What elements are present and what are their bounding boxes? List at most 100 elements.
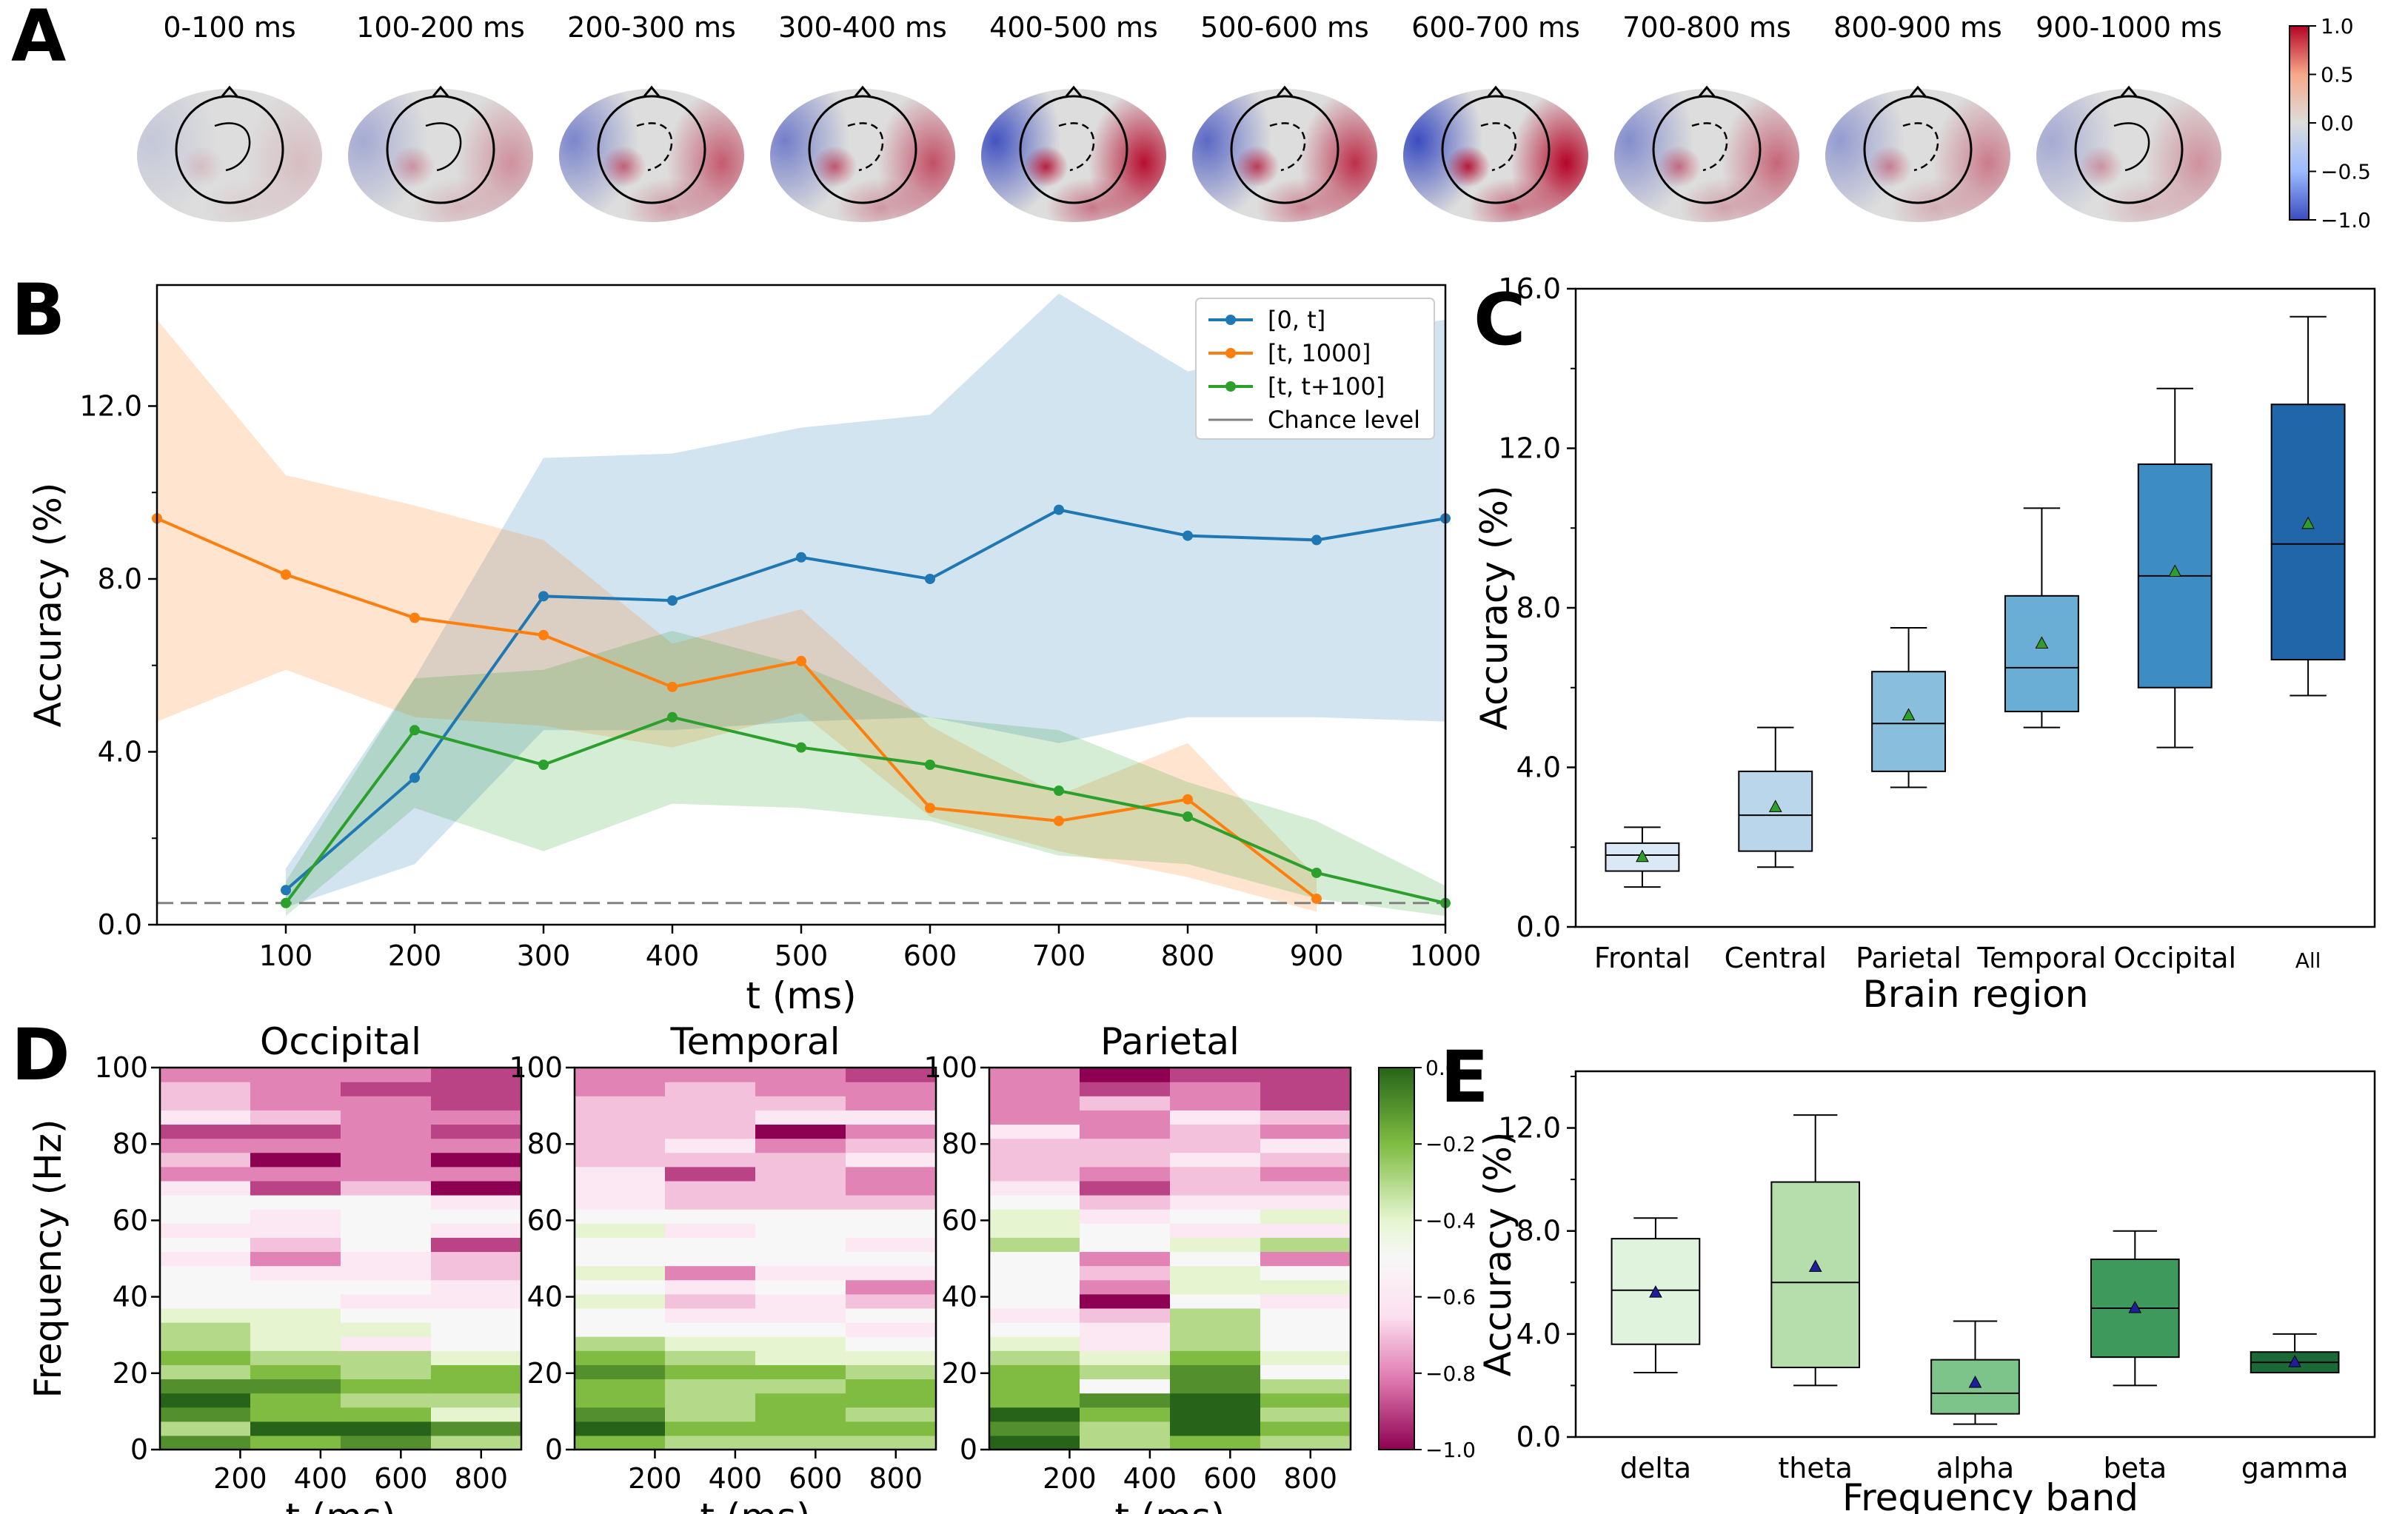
heatmap-cell <box>1080 1336 1171 1351</box>
heatmap-temporal: Temporal 0 20 40 60 80 100 200 400 600 800 t (ms) <box>509 1020 937 1514</box>
y-tick-label: 100 <box>94 1051 148 1084</box>
heatmap-cell <box>431 1307 522 1323</box>
heatmap-cell <box>431 1336 522 1351</box>
heatmap-cell <box>755 1307 846 1323</box>
colorbar-d-tick: −0.6 <box>1425 1285 1476 1310</box>
heatmap-cell <box>160 1138 251 1153</box>
heatmap-cell <box>575 1068 666 1082</box>
data-point <box>409 725 420 736</box>
heatmap-cell <box>1260 1379 1351 1394</box>
heatmap-cell <box>1260 1223 1351 1238</box>
x-tick-label: 400 <box>709 1462 763 1495</box>
heatmap-cell <box>755 1082 846 1096</box>
topomap-7: 700-800 ms <box>1614 11 1799 222</box>
heatmap-cell <box>846 1068 937 1082</box>
y-tick-label: 8.0 <box>1516 592 1561 624</box>
x-tick-label: 400 <box>294 1462 348 1495</box>
heatmap-cell <box>755 1336 846 1351</box>
heatmap-cell <box>431 1293 522 1309</box>
heatmap-cell <box>1260 1110 1351 1125</box>
topomap-2: 200-300 ms <box>559 11 744 222</box>
topomap-title: 700-800 ms <box>1622 11 1791 44</box>
heatmap-cell <box>846 1336 937 1351</box>
heatmap-cell <box>250 1180 341 1196</box>
panel-a-colorbar: 1.0 0.5 0.0 −0.5 −1.0 <box>2289 14 2371 232</box>
y-tick-label: 20 <box>113 1357 148 1390</box>
heatmap-cell <box>846 1082 937 1096</box>
heatmap-cell <box>755 1124 846 1139</box>
y-tick-label: 60 <box>113 1204 148 1236</box>
heatmap-cell <box>160 1407 251 1422</box>
heatmap-cell <box>846 1421 937 1436</box>
heatmap-cell <box>1170 1307 1261 1323</box>
x-tick-label: 300 <box>517 939 571 972</box>
heatmap-cell <box>1260 1307 1351 1323</box>
colorbar-a-tick: −0.5 <box>2321 160 2371 184</box>
heatmap-cell <box>250 1166 341 1182</box>
heatmap-cell <box>431 1435 522 1450</box>
heatmap-parietal: Parietal 0 20 40 60 80 100 200 400 600 800 t (ms) <box>923 1020 1352 1514</box>
category-label: Frontal <box>1594 942 1690 974</box>
heatmap-cell <box>989 1322 1080 1337</box>
heatmap-cell <box>755 1138 846 1153</box>
heatmap-cell <box>431 1082 522 1096</box>
heatmap-cell <box>341 1364 432 1380</box>
y-tick-label: 0.0 <box>1516 911 1561 943</box>
heatmap-cell <box>989 1180 1080 1196</box>
panel-label-d: D <box>11 1014 70 1096</box>
heatmap-cell <box>575 1124 666 1139</box>
panel-b-ylabel: Accuracy (%) <box>27 483 70 728</box>
heatmap-cell <box>846 1293 937 1309</box>
heatmap-cell <box>160 1307 251 1323</box>
heatmap-cell <box>160 1421 251 1436</box>
heatmap-cell <box>341 1350 432 1365</box>
heatmap-xlabel: t (ms) <box>700 1495 810 1514</box>
category-label: Temporal <box>1976 942 2106 974</box>
heatmap-cell <box>1170 1393 1261 1408</box>
heatmap-cell <box>989 1082 1080 1096</box>
heatmap-cell <box>431 1209 522 1224</box>
category-label: gamma <box>2241 1452 2349 1484</box>
heatmap-cell <box>665 1364 756 1380</box>
y-tick-label: 80 <box>942 1128 977 1160</box>
topomap-4: 400-500 ms <box>981 11 1166 222</box>
legend-entry-1: [t, 1000] <box>1268 339 1371 367</box>
y-tick-label: 0 <box>960 1433 977 1466</box>
x-tick-label: 800 <box>1284 1462 1338 1495</box>
panel-b-xlabel: t (ms) <box>746 974 856 1017</box>
heatmap-cell <box>575 1237 666 1253</box>
heatmap-cell <box>665 1350 756 1365</box>
heatmap-cell <box>755 1195 846 1210</box>
heatmap-cell <box>665 1322 756 1337</box>
heatmap-cell <box>160 1265 251 1281</box>
heatmap-cell <box>1080 1421 1171 1436</box>
data-point <box>1183 811 1193 823</box>
x-tick-label: 800 <box>869 1462 923 1495</box>
data-point <box>281 897 291 908</box>
panel-c-boxplot: Frontal Central Parietal Temporal Occipital A… <box>1473 272 2376 1016</box>
data-point <box>538 629 549 640</box>
heatmap-cell <box>575 1265 666 1281</box>
heatmap-cell <box>1260 1068 1351 1082</box>
series-line-1 <box>156 517 1318 900</box>
heatmap-cell <box>575 1195 666 1210</box>
heatmap-cell <box>250 1435 341 1450</box>
heatmap-cell <box>431 1180 522 1196</box>
topomap-1: 100-200 ms <box>348 11 533 222</box>
legend-entry-2: [t, t+100] <box>1268 372 1385 401</box>
heatmap-cell <box>989 1393 1080 1408</box>
heatmap-cell <box>846 1110 937 1125</box>
data-point <box>925 803 935 814</box>
heatmap-cell <box>1260 1293 1351 1309</box>
y-tick-label: 20 <box>942 1357 977 1390</box>
heatmap-cell <box>250 1307 341 1323</box>
heatmap-cell <box>160 1251 251 1267</box>
heatmap-cell <box>250 1293 341 1309</box>
heatmap-cell <box>1080 1407 1171 1422</box>
ci-band-1 <box>157 319 1317 912</box>
heatmap-cell <box>341 1209 432 1224</box>
heatmap-cell <box>665 1082 756 1096</box>
heatmap-cell <box>665 1379 756 1394</box>
heatmap-cell <box>989 1138 1080 1153</box>
heatmap-cell <box>1080 1307 1171 1323</box>
